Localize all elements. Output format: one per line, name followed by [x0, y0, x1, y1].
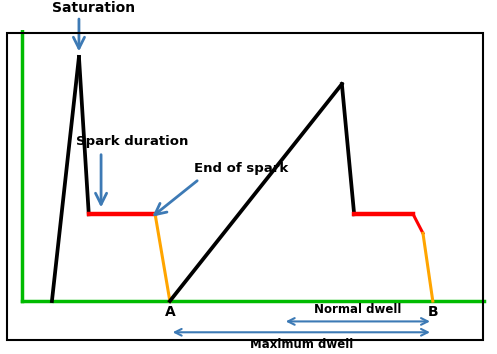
Text: Saturation: Saturation: [52, 1, 135, 15]
Text: Maximum dwell: Maximum dwell: [249, 338, 353, 351]
Text: A: A: [165, 305, 175, 319]
Text: End of spark: End of spark: [194, 162, 289, 175]
Text: Normal dwell: Normal dwell: [314, 303, 402, 316]
Text: Spark duration: Spark duration: [77, 135, 189, 148]
Text: B: B: [427, 305, 438, 319]
